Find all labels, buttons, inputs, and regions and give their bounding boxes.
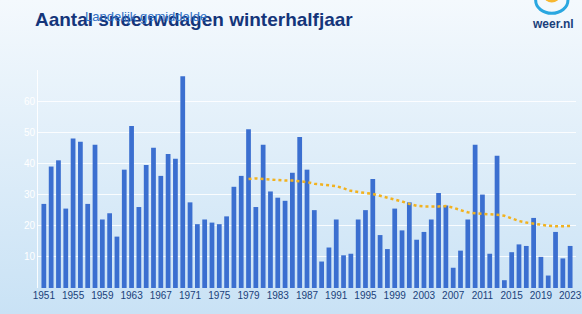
svg-text:10: 10 (24, 251, 36, 262)
svg-text:1987: 1987 (296, 290, 319, 301)
svg-text:2015: 2015 (501, 290, 524, 301)
svg-text:40: 40 (24, 158, 36, 169)
svg-text:2007: 2007 (442, 290, 465, 301)
svg-text:30: 30 (24, 189, 36, 200)
svg-text:60: 60 (24, 96, 36, 107)
svg-text:50: 50 (24, 127, 36, 138)
svg-text:2003: 2003 (413, 290, 436, 301)
svg-text:20: 20 (24, 220, 36, 231)
svg-text:Aantal sneeuwdagen winterhalfj: Aantal sneeuwdagen winterhalfjaar (35, 9, 353, 30)
svg-text:2023: 2023 (559, 290, 582, 301)
svg-text:1983: 1983 (267, 290, 290, 301)
svg-text:1971: 1971 (179, 290, 202, 301)
svg-text:1967: 1967 (150, 290, 173, 301)
svg-text:1999: 1999 (384, 290, 407, 301)
svg-text:2019: 2019 (530, 290, 553, 301)
svg-text:1963: 1963 (120, 290, 143, 301)
svg-text:weer.nl: weer.nl (532, 17, 574, 31)
svg-text:Landelijk gemiddelde: Landelijk gemiddelde (85, 9, 207, 24)
svg-text:1959: 1959 (91, 290, 114, 301)
svg-text:1979: 1979 (237, 290, 260, 301)
svg-text:1995: 1995 (354, 290, 377, 301)
svg-text:1991: 1991 (325, 290, 348, 301)
svg-text:1975: 1975 (208, 290, 231, 301)
svg-text:2011: 2011 (472, 290, 494, 301)
svg-text:1951: 1951 (33, 290, 56, 301)
svg-text:1955: 1955 (62, 290, 85, 301)
